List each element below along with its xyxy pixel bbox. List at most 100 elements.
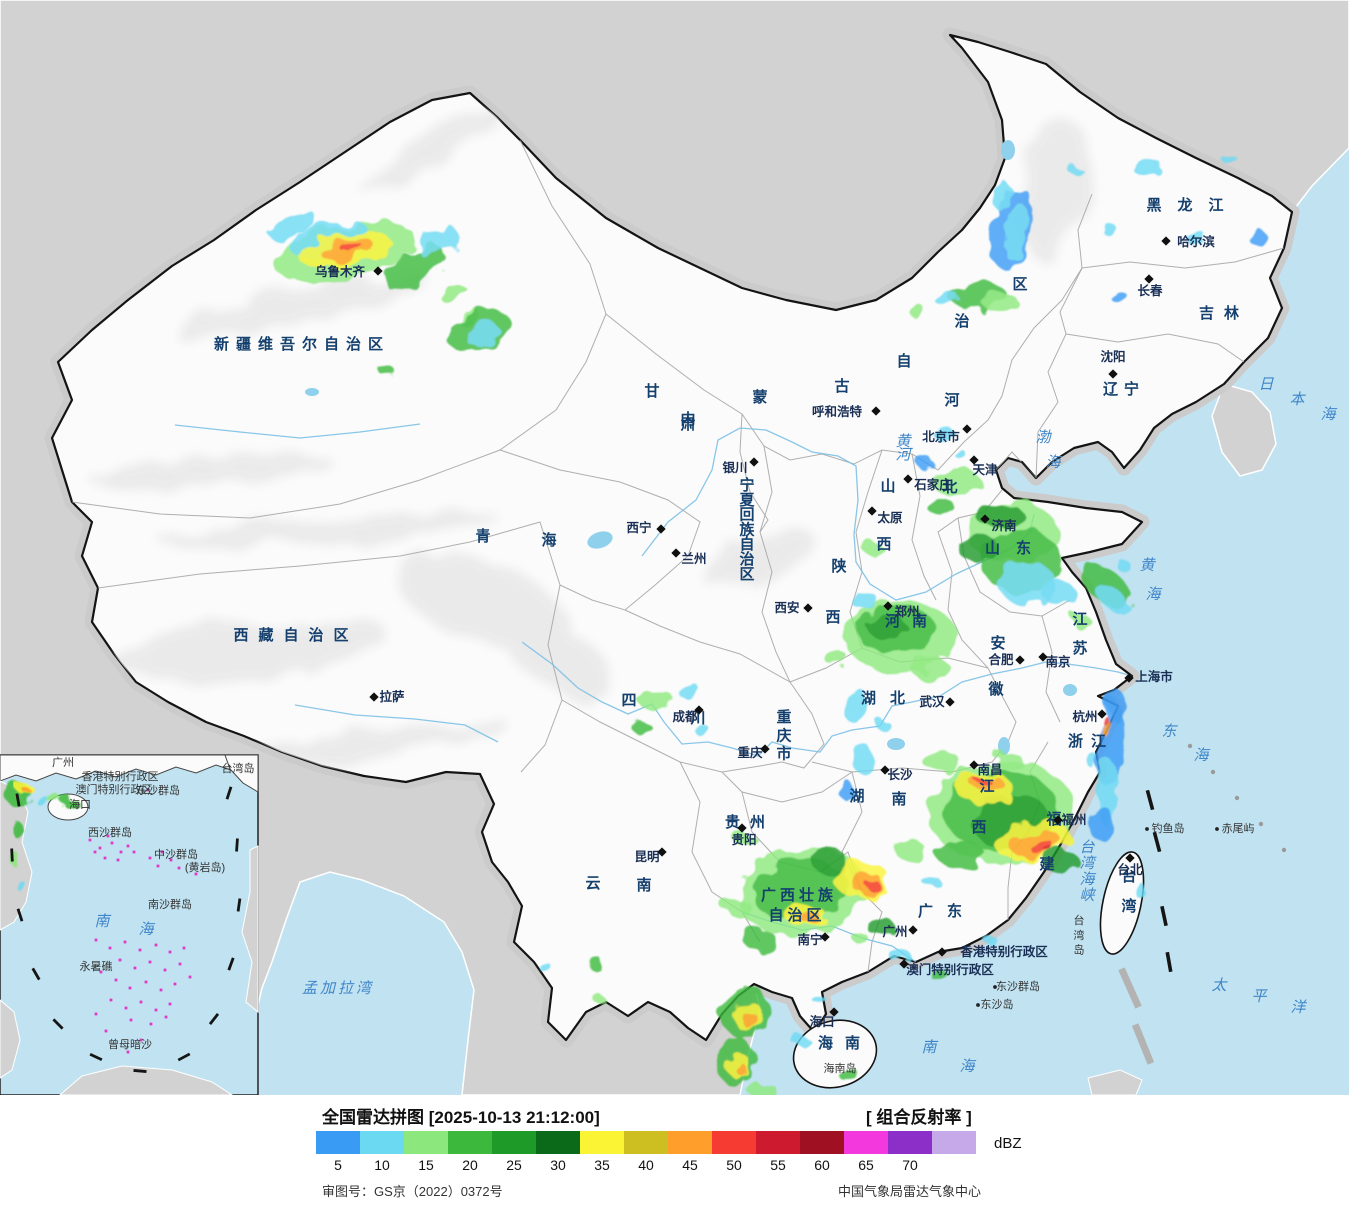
radar-echo-blob <box>380 367 396 377</box>
radar-echo-blob <box>952 448 964 456</box>
city-label: 郑州 <box>894 604 919 619</box>
city-label: 武汉 <box>919 694 945 709</box>
inset-nine-dash-mark <box>236 898 242 912</box>
province-label: 河 <box>944 391 959 409</box>
sea-label: 黄 <box>895 432 912 450</box>
island-label: 岛 <box>1074 943 1085 957</box>
province-label: 苏 <box>1072 639 1087 657</box>
radar-echo-blob <box>1108 690 1126 722</box>
radar-echo-blob <box>341 243 363 253</box>
inset-label: 广州 <box>52 756 74 769</box>
province-label: 建 <box>1039 855 1055 873</box>
inset-island-dot <box>124 1006 128 1010</box>
radar-echo-blob <box>744 929 776 951</box>
province-label: 湾 <box>1121 897 1136 915</box>
city-label: 上海市 <box>1135 669 1173 684</box>
inset-island-dot <box>177 866 181 870</box>
radar-echo-blob <box>791 1035 809 1045</box>
ryukyu-islet <box>1281 847 1287 853</box>
inset-island-dot <box>132 850 136 854</box>
province-label: 黑龙江 <box>1146 196 1239 214</box>
province-label: 四 <box>621 692 636 709</box>
nine-dash-mark <box>1145 789 1155 811</box>
city-label: 昆明 <box>634 849 659 864</box>
legend-swatch <box>624 1131 668 1154</box>
radar-echo-blob <box>921 875 939 885</box>
island-label: 赤尾屿 <box>1222 822 1255 835</box>
province-label: 宁 <box>739 476 754 494</box>
inset-nine-dash-mark <box>89 1052 103 1062</box>
city-label: 海口 <box>809 1014 834 1029</box>
province-label: 肃 <box>680 415 695 433</box>
radar-echo-blob <box>1099 717 1109 735</box>
legend-threshold: 40 <box>638 1157 654 1173</box>
radar-echo-blob <box>889 949 911 963</box>
radar-echo-blob <box>909 307 927 317</box>
inset-nine-dash-mark <box>133 1069 147 1073</box>
radar-echo-blob <box>931 971 949 981</box>
radar-echo-blob <box>813 996 827 1004</box>
inset-island-dot <box>126 844 130 848</box>
sea-label: 海 <box>1045 453 1062 471</box>
radar-echo-blob <box>866 917 894 935</box>
radar-echo-blob <box>982 293 1018 311</box>
city-label: 南昌 <box>977 762 1002 777</box>
province-label: 治 <box>739 550 754 568</box>
legend-swatch <box>756 1131 800 1154</box>
boundary-dash-marks <box>1118 789 1173 1065</box>
radar-echo-blob <box>752 859 848 921</box>
inset-island-dot <box>168 950 172 954</box>
inset-echo-blob <box>16 879 24 891</box>
city-label: 西宁 <box>626 520 651 535</box>
radar-echo-blob <box>910 658 950 678</box>
radar-echo-blob <box>853 742 871 774</box>
radar-echo-blob <box>632 722 652 734</box>
province-label: 南 <box>636 876 651 894</box>
legend-swatch <box>800 1131 844 1154</box>
province-label: 自 <box>896 352 911 370</box>
province-label: 河南 <box>885 612 939 630</box>
city-label: 台北 <box>1117 862 1143 877</box>
legend-threshold: 45 <box>682 1157 698 1173</box>
inset-nine-dash-mark <box>52 1018 64 1030</box>
inset-island-dot <box>188 975 192 979</box>
radar-echo-layer <box>266 156 1267 1099</box>
radar-echo-blob <box>1185 232 1207 244</box>
radar-echo-blob <box>866 614 906 638</box>
inset-nine-dash-mark <box>235 838 239 852</box>
radar-echo-blob <box>735 833 757 847</box>
city-marker-diamond <box>871 406 881 416</box>
inset-echo-blob <box>62 797 78 807</box>
inset-island-dot <box>103 856 107 860</box>
radar-echo-blob <box>418 227 458 257</box>
province-label: 云 <box>585 875 600 892</box>
radar-echo-blob <box>924 751 960 773</box>
inset-label: 澳门特别行政区 <box>76 782 153 796</box>
inset-island-dot <box>110 841 114 845</box>
island-dot <box>976 1003 980 1007</box>
inset-island-dot <box>139 1000 143 1004</box>
island-dot <box>993 985 997 989</box>
city-label: 兰州 <box>681 551 706 566</box>
inset-frame <box>0 754 259 1096</box>
province-label: 陕 <box>831 557 846 575</box>
province-label: 西 <box>876 536 891 553</box>
inset-label: 中沙群岛 <box>154 847 198 861</box>
legend-panel: 全国雷达拼图 [2025-10-13 21:12:00] [ 组合反射率 ] 5… <box>0 1095 1349 1208</box>
inset-malay <box>0 999 21 1079</box>
province-label: 区 <box>739 566 754 583</box>
legend-threshold: 60 <box>814 1157 830 1173</box>
city-marker-diamond <box>962 424 972 434</box>
radar-echo-blob <box>1109 291 1127 301</box>
sea-label: 峡 <box>1079 886 1096 904</box>
inset-island-dot <box>108 946 112 950</box>
city-label: 太原 <box>877 510 903 525</box>
inset-island-dot <box>154 1008 158 1012</box>
lakes <box>305 140 1077 755</box>
province-label: 西 <box>825 609 840 626</box>
province-label: 辽宁 <box>1103 380 1145 398</box>
province-label: 吉林 <box>1199 304 1249 322</box>
province-label: 重 <box>776 708 791 726</box>
